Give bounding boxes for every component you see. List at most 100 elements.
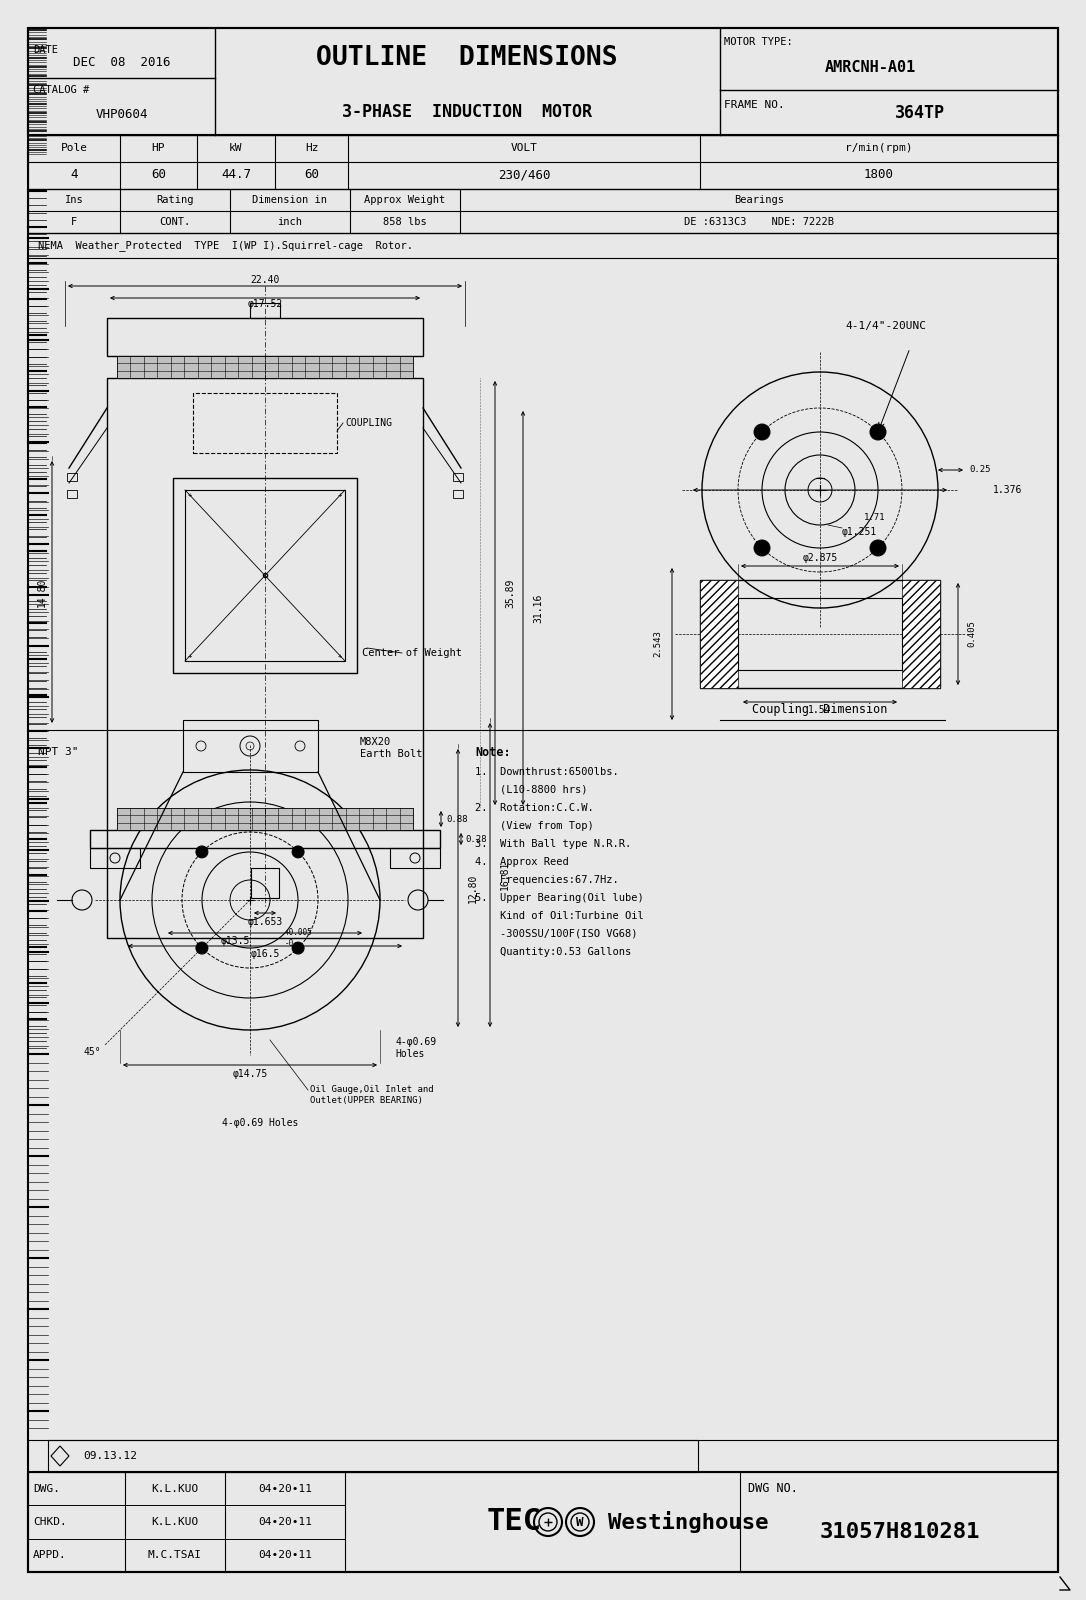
Text: 44.7: 44.7 — [220, 168, 251, 181]
Text: 2.  Rotation:C.C.W.: 2. Rotation:C.C.W. — [475, 803, 594, 813]
Bar — [390, 848, 440, 867]
Text: TEC: TEC — [487, 1507, 542, 1536]
Text: Approx Weight: Approx Weight — [365, 195, 445, 205]
Text: (View from Top): (View from Top) — [475, 821, 594, 830]
Text: CONT.: CONT. — [160, 218, 191, 227]
Bar — [453, 490, 463, 498]
Bar — [28, 27, 1058, 134]
Text: Ins: Ins — [65, 195, 84, 205]
Bar — [902, 579, 940, 688]
Text: 60: 60 — [304, 168, 319, 181]
Bar — [700, 579, 738, 688]
Text: +: + — [338, 653, 342, 659]
Text: 12.80: 12.80 — [468, 874, 478, 902]
Text: 16.81: 16.81 — [500, 861, 510, 890]
Bar — [251, 867, 279, 898]
Text: +: + — [338, 493, 342, 498]
Circle shape — [195, 846, 207, 858]
Bar — [108, 318, 424, 357]
Text: 45°: 45° — [84, 1046, 101, 1058]
Text: Oil Gauge,Oil Inlet and
Outlet(UPPER BEARING): Oil Gauge,Oil Inlet and Outlet(UPPER BEA… — [310, 1085, 433, 1104]
Bar — [108, 378, 424, 938]
Text: Center of Weight: Center of Weight — [362, 648, 462, 658]
Text: 0.88: 0.88 — [446, 814, 468, 824]
Text: 230/460: 230/460 — [497, 168, 551, 181]
Text: Dimension in: Dimension in — [253, 195, 328, 205]
Text: FRAME NO.: FRAME NO. — [724, 99, 785, 110]
Text: F: F — [71, 218, 77, 227]
Text: 09.13.12: 09.13.12 — [83, 1451, 137, 1461]
Text: inch: inch — [278, 218, 303, 227]
Bar — [67, 474, 77, 482]
Circle shape — [292, 846, 304, 858]
Text: 14.80: 14.80 — [37, 578, 47, 606]
Text: VOLT: VOLT — [510, 142, 538, 154]
Text: 04•20•11: 04•20•11 — [258, 1550, 312, 1560]
Circle shape — [292, 942, 304, 954]
Bar — [48, 1440, 698, 1472]
Text: Hz: Hz — [305, 142, 318, 154]
Text: 364TP: 364TP — [895, 104, 945, 122]
Text: M.C.TSAI: M.C.TSAI — [148, 1550, 202, 1560]
Bar — [28, 1472, 1058, 1571]
Circle shape — [870, 424, 886, 440]
Bar — [250, 302, 280, 318]
Text: 60: 60 — [151, 168, 166, 181]
Text: 3.  With Ball type N.R.R.: 3. With Ball type N.R.R. — [475, 838, 631, 850]
Text: 4-φ0.69 Holes: 4-φ0.69 Holes — [222, 1118, 299, 1128]
Text: 0.25: 0.25 — [969, 466, 990, 475]
Text: φ1.653: φ1.653 — [248, 917, 282, 926]
Text: Rating: Rating — [156, 195, 193, 205]
Circle shape — [870, 539, 886, 555]
Bar — [67, 490, 77, 498]
Text: 1800: 1800 — [864, 168, 894, 181]
Text: M8X20
Earth Bolt: M8X20 Earth Bolt — [359, 738, 422, 758]
Bar — [90, 830, 440, 848]
Text: NEMA  Weather_Protected  TYPE  I(WP I).Squirrel-cage  Rotor.: NEMA Weather_Protected TYPE I(WP I).Squi… — [38, 240, 413, 251]
Circle shape — [754, 539, 770, 555]
Text: 858 lbs: 858 lbs — [383, 218, 427, 227]
Text: K.L.KUO: K.L.KUO — [151, 1517, 199, 1526]
Text: W: W — [577, 1515, 584, 1528]
Text: CHKD.: CHKD. — [33, 1517, 66, 1526]
Text: Quantity:0.53 Gallons: Quantity:0.53 Gallons — [475, 947, 631, 957]
Circle shape — [195, 942, 207, 954]
Bar — [117, 808, 413, 830]
Text: φ1.251: φ1.251 — [842, 526, 877, 538]
Text: HP: HP — [152, 142, 165, 154]
Text: 35.89: 35.89 — [505, 578, 515, 608]
Text: Pole: Pole — [61, 142, 88, 154]
Text: Note:: Note: — [475, 746, 510, 758]
Text: Kind of Oil:Turbine Oil: Kind of Oil:Turbine Oil — [475, 910, 644, 922]
Text: φ17.52: φ17.52 — [248, 299, 282, 309]
Bar — [185, 490, 345, 661]
Text: K.L.KUO: K.L.KUO — [151, 1483, 199, 1494]
Text: Westinghouse: Westinghouse — [608, 1510, 769, 1533]
Text: CATALOG #: CATALOG # — [33, 85, 89, 94]
Text: 4: 4 — [71, 168, 78, 181]
Text: 4-φ0.69
Holes: 4-φ0.69 Holes — [395, 1037, 437, 1059]
Text: +0.005
-0: +0.005 -0 — [285, 928, 313, 947]
Text: φ2.875: φ2.875 — [803, 554, 837, 563]
Text: 1.376: 1.376 — [993, 485, 1022, 494]
Text: VHP0604: VHP0604 — [96, 109, 149, 122]
Text: 3-PHASE  INDUCTION  MOTOR: 3-PHASE INDUCTION MOTOR — [342, 102, 592, 122]
Text: (L10-8800 hrs): (L10-8800 hrs) — [475, 786, 588, 795]
Text: φ13.5: φ13.5 — [220, 936, 250, 946]
Text: DWG NO.: DWG NO. — [748, 1482, 798, 1494]
Text: kW: kW — [229, 142, 243, 154]
Text: 5.  Upper Bearing(Oil lube): 5. Upper Bearing(Oil lube) — [475, 893, 644, 902]
Text: 2.543: 2.543 — [654, 630, 662, 658]
Text: 4.  Approx Reed: 4. Approx Reed — [475, 858, 569, 867]
Text: DWG.: DWG. — [33, 1483, 60, 1494]
Text: APPD.: APPD. — [33, 1550, 66, 1560]
Text: Coupling  Dimension: Coupling Dimension — [753, 704, 887, 717]
Bar — [117, 357, 413, 378]
Text: 0.28: 0.28 — [465, 835, 487, 843]
Text: r/min(rpm): r/min(rpm) — [845, 142, 912, 154]
Text: +: + — [188, 653, 192, 659]
Text: NPT 3": NPT 3" — [38, 747, 78, 757]
Text: DATE: DATE — [33, 45, 58, 54]
Text: 31057H810281: 31057H810281 — [820, 1522, 981, 1542]
Text: 04•20•11: 04•20•11 — [258, 1517, 312, 1526]
